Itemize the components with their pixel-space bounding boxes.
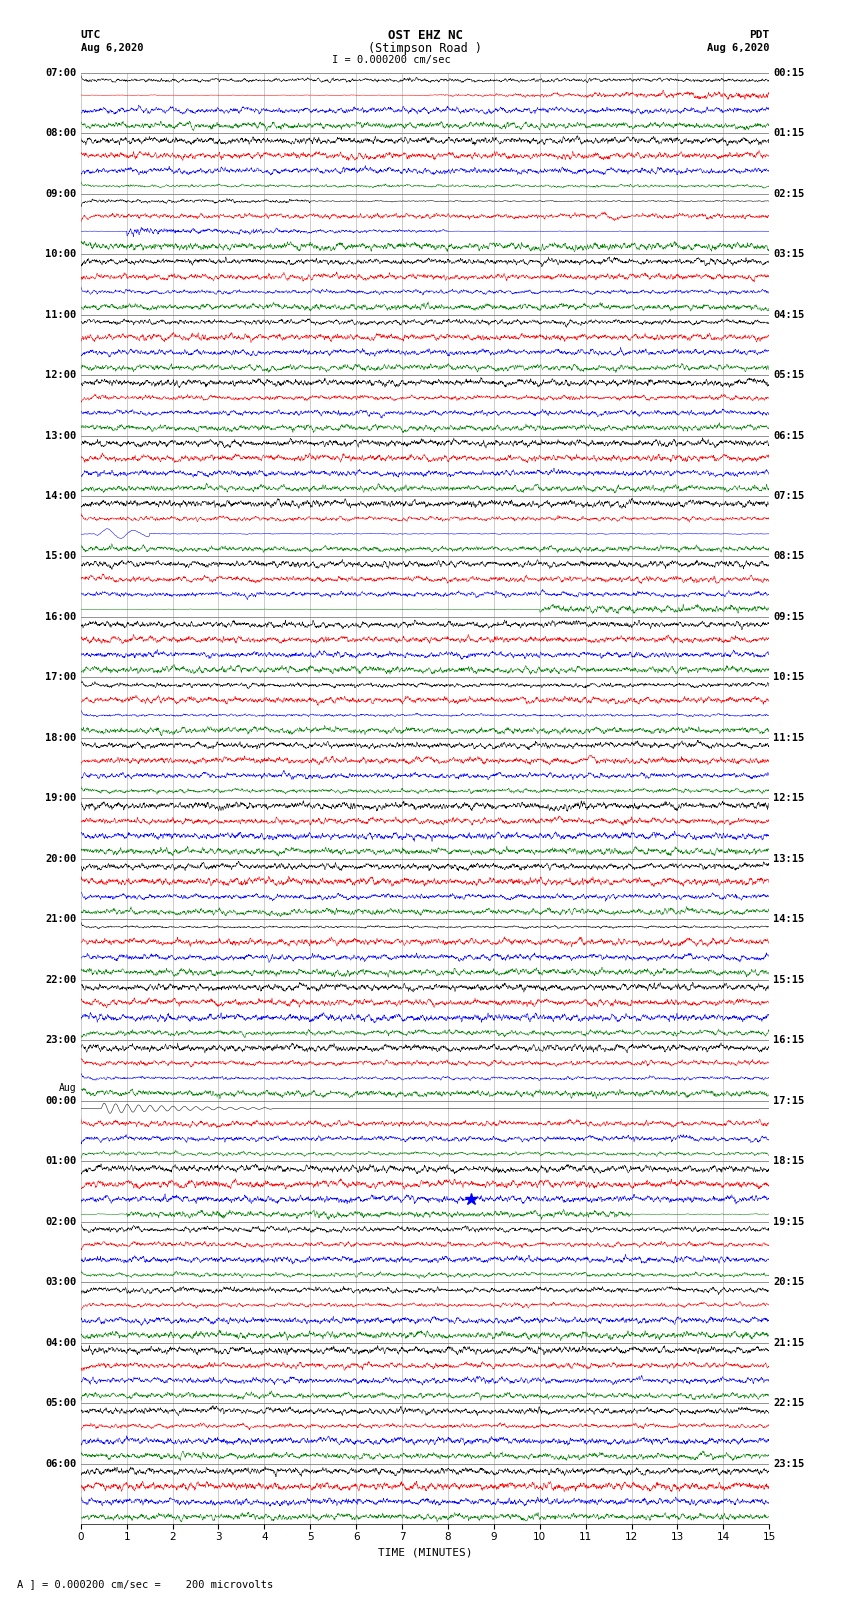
Text: 18:15: 18:15 <box>774 1157 805 1166</box>
Text: 12:00: 12:00 <box>45 369 76 381</box>
Text: 11:15: 11:15 <box>774 732 805 744</box>
Text: 04:00: 04:00 <box>45 1337 76 1348</box>
Text: 17:00: 17:00 <box>45 673 76 682</box>
Text: 00:00: 00:00 <box>45 1095 76 1107</box>
Text: 10:00: 10:00 <box>45 248 76 260</box>
Text: 22:15: 22:15 <box>774 1398 805 1408</box>
Text: 17:15: 17:15 <box>774 1095 805 1107</box>
Text: A ] = 0.000200 cm/sec =    200 microvolts: A ] = 0.000200 cm/sec = 200 microvolts <box>17 1579 273 1589</box>
Text: 19:15: 19:15 <box>774 1216 805 1227</box>
Text: 02:00: 02:00 <box>45 1216 76 1227</box>
Text: 18:00: 18:00 <box>45 732 76 744</box>
Text: I = 0.000200 cm/sec: I = 0.000200 cm/sec <box>332 55 450 65</box>
Text: 14:00: 14:00 <box>45 490 76 502</box>
Text: 23:00: 23:00 <box>45 1036 76 1045</box>
Text: 05:15: 05:15 <box>774 369 805 381</box>
Text: 11:00: 11:00 <box>45 310 76 319</box>
Text: 23:15: 23:15 <box>774 1458 805 1469</box>
Text: 15:00: 15:00 <box>45 552 76 561</box>
Text: 20:00: 20:00 <box>45 853 76 865</box>
Text: 20:15: 20:15 <box>774 1277 805 1287</box>
Text: 07:00: 07:00 <box>45 68 76 77</box>
Text: 09:00: 09:00 <box>45 189 76 198</box>
Text: UTC: UTC <box>81 31 101 40</box>
Text: 16:15: 16:15 <box>774 1036 805 1045</box>
Text: 08:00: 08:00 <box>45 127 76 139</box>
Text: 06:00: 06:00 <box>45 1458 76 1469</box>
Text: PDT: PDT <box>749 31 769 40</box>
Text: 08:15: 08:15 <box>774 552 805 561</box>
Text: 22:00: 22:00 <box>45 974 76 986</box>
X-axis label: TIME (MINUTES): TIME (MINUTES) <box>377 1547 473 1558</box>
Text: OST EHZ NC: OST EHZ NC <box>388 29 462 42</box>
Text: 00:15: 00:15 <box>774 68 805 77</box>
Text: Aug 6,2020: Aug 6,2020 <box>706 44 769 53</box>
Text: 10:15: 10:15 <box>774 673 805 682</box>
Text: 01:15: 01:15 <box>774 127 805 139</box>
Text: Aug 6,2020: Aug 6,2020 <box>81 44 144 53</box>
Text: 13:00: 13:00 <box>45 431 76 440</box>
Text: 16:00: 16:00 <box>45 611 76 623</box>
Text: 09:15: 09:15 <box>774 611 805 623</box>
Text: 04:15: 04:15 <box>774 310 805 319</box>
Text: 02:15: 02:15 <box>774 189 805 198</box>
Text: 12:15: 12:15 <box>774 794 805 803</box>
Text: 03:15: 03:15 <box>774 248 805 260</box>
Text: Aug: Aug <box>59 1082 76 1094</box>
Text: 03:00: 03:00 <box>45 1277 76 1287</box>
Text: (Stimpson Road ): (Stimpson Road ) <box>368 42 482 55</box>
Text: 01:00: 01:00 <box>45 1157 76 1166</box>
Text: 21:00: 21:00 <box>45 915 76 924</box>
Text: 05:00: 05:00 <box>45 1398 76 1408</box>
Text: 06:15: 06:15 <box>774 431 805 440</box>
Text: 07:15: 07:15 <box>774 490 805 502</box>
Text: 15:15: 15:15 <box>774 974 805 986</box>
Text: 14:15: 14:15 <box>774 915 805 924</box>
Text: 21:15: 21:15 <box>774 1337 805 1348</box>
Text: 13:15: 13:15 <box>774 853 805 865</box>
Text: 19:00: 19:00 <box>45 794 76 803</box>
